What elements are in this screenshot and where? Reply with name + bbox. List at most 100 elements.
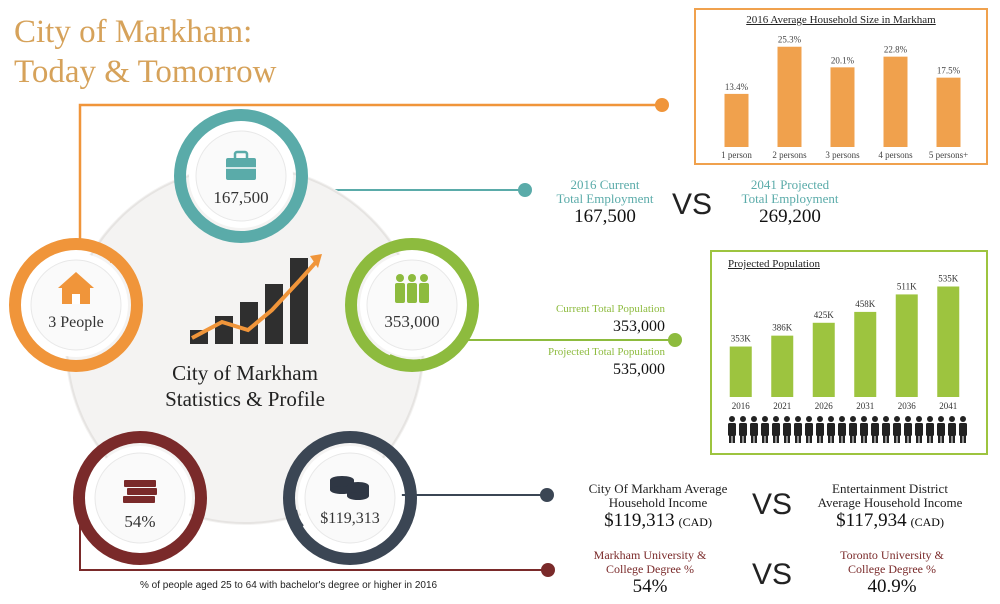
- population-category-label: 2036: [898, 401, 917, 411]
- household-circle: [9, 238, 143, 372]
- person-figure-icon: [772, 416, 780, 443]
- center-label-line-2: Statistics & Profile: [165, 387, 325, 411]
- employment-current-value: 167,500: [574, 206, 636, 227]
- population-bar-label: 425K: [814, 310, 835, 320]
- degree-markham: Markham University & College Degree % 54…: [570, 548, 730, 598]
- population-bar-label: 458K: [855, 299, 876, 309]
- household-category-label: 5 persons+: [929, 150, 968, 160]
- income-entertainment-value-row: $117,934 (CAD): [800, 510, 980, 532]
- person-figure-icon: [871, 416, 879, 443]
- population-projected: Projected Total Population 535,000: [515, 345, 665, 381]
- employment-projected: 2041 Projected Total Employment 269,200: [730, 178, 850, 228]
- household-bar: [777, 46, 802, 147]
- degree-toronto-label: Toronto University & College Degree %: [840, 548, 944, 576]
- degree-connector-dot: [541, 563, 555, 577]
- population-category-label: 2026: [815, 401, 834, 411]
- person-figure-icon: [959, 416, 967, 443]
- degree-circle-value: 54%: [124, 512, 156, 531]
- household-bar: [883, 56, 908, 148]
- person-figure-icon: [838, 416, 846, 443]
- income-markham-label: City Of Markham Average Household Income: [588, 481, 728, 510]
- household-chart-plot: 13.4% 1 person 25.3% 2 persons 20.1% 3 person…: [721, 35, 968, 160]
- population-projected-value: 535,000: [613, 361, 665, 378]
- income-entertainment-unit: (CAD): [910, 515, 944, 529]
- population-circle-value: 353,000: [384, 312, 440, 331]
- degree-toronto-value: 40.9%: [867, 576, 917, 597]
- population-category-label: 2041: [939, 401, 957, 411]
- household-category-label: 2 persons: [772, 150, 807, 160]
- population-current: Current Total Population 353,000: [515, 302, 665, 338]
- person-figure-icon: [860, 416, 868, 443]
- household-connector-dot: [655, 98, 669, 112]
- population-bar: [895, 294, 918, 397]
- person-figure-icon: [827, 416, 835, 443]
- degree-connector: [79, 520, 548, 571]
- population-bar: [729, 346, 752, 397]
- growth-chart-icon: [190, 254, 322, 344]
- employment-projected-value: 269,200: [759, 206, 821, 227]
- income-entertainment-label: Entertainment District Average Household…: [817, 481, 963, 510]
- income-markham-value: $119,313: [604, 510, 675, 531]
- books-icon: [123, 480, 157, 503]
- income-markham-value-row: $119,313 (CAD): [570, 510, 746, 532]
- projected-population-chart: Projected Population 353K 2016 386K 2021 425…: [710, 250, 988, 455]
- center-label-line-1: City of Markham: [172, 361, 318, 385]
- household-connector: [78, 103, 662, 240]
- degree-vs: VS: [752, 558, 793, 591]
- center-label: City of Markham Statistics & Profile: [135, 360, 355, 412]
- population-bar-label: 386K: [772, 323, 793, 333]
- household-circle-value: 3 People: [48, 314, 104, 331]
- page-title: City of Markham: Today & Tomorrow: [14, 12, 276, 92]
- employment-projected-label: 2041 Projected Total Employment: [741, 177, 839, 206]
- person-figure-icon: [893, 416, 901, 443]
- employment-vs: VS: [672, 188, 713, 221]
- degree-caption: % of people aged 25 to 64 with bachelor'…: [140, 580, 438, 591]
- degree-markham-value: 54%: [632, 576, 668, 597]
- employment-current: 2016 Current Total Employment 167,500: [545, 178, 665, 228]
- briefcase-icon: [226, 150, 256, 180]
- person-figure-icon: [805, 416, 813, 443]
- person-figure-icon: [739, 416, 747, 443]
- degree-toronto: Toronto University & College Degree % 40…: [812, 548, 972, 598]
- income-entertainment: Entertainment District Average Household…: [800, 482, 980, 532]
- household-bar-label: 20.1%: [831, 55, 855, 65]
- person-figure-icon: [794, 416, 802, 443]
- population-category-label: 2021: [773, 401, 791, 411]
- household-category-label: 4 persons: [878, 150, 913, 160]
- income-entertainment-value: $117,934: [836, 510, 907, 531]
- population-connector-dot: [668, 333, 682, 347]
- income-connector-dot: [540, 488, 554, 502]
- household-bar-label: 13.4%: [725, 82, 749, 92]
- income-vs: VS: [752, 488, 793, 521]
- person-figure-icon: [849, 416, 857, 443]
- person-figure-icon: [904, 416, 912, 443]
- population-bar: [771, 335, 794, 397]
- household-bar: [830, 67, 855, 147]
- population-bar: [854, 311, 877, 397]
- household-bar-label: 17.5%: [937, 66, 961, 76]
- person-figure-icon: [882, 416, 890, 443]
- population-bar: [812, 322, 835, 397]
- person-figure-icon: [783, 416, 791, 443]
- population-projected-label: Projected Total Population: [548, 346, 665, 358]
- population-category-label: 2016: [732, 401, 751, 411]
- person-figure-icon: [948, 416, 956, 443]
- person-figure-icon: [915, 416, 923, 443]
- person-figure-icon: [750, 416, 758, 443]
- coins-icon: [330, 476, 369, 500]
- employment-current-label: 2016 Current Total Employment: [556, 177, 654, 206]
- person-figure-icon: [761, 416, 769, 443]
- title-line-2: Today & Tomorrow: [14, 54, 277, 90]
- house-icon: [58, 272, 94, 304]
- population-bar-label: 353K: [731, 334, 752, 344]
- employment-connector-dot: [518, 183, 532, 197]
- population-bar: [937, 286, 960, 397]
- title-line-1: City of Markham:: [14, 14, 253, 50]
- income-markham-unit: (CAD): [678, 515, 712, 529]
- income-circle-value: $119,313: [320, 510, 380, 527]
- household-bar-label: 25.3%: [778, 35, 802, 45]
- person-figure-icon: [728, 416, 736, 443]
- household-bar: [936, 77, 961, 147]
- person-figure-icon: [926, 416, 934, 443]
